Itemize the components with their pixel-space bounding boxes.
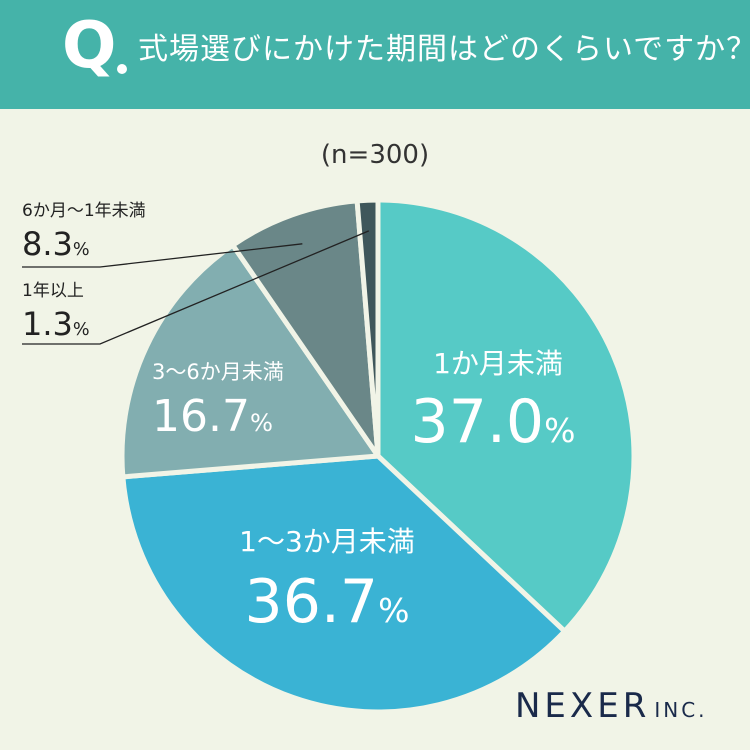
label-slice-3: 6か月〜1年未満 8.3% xyxy=(22,201,146,263)
q-mark: Q xyxy=(62,9,117,83)
label-category-0: 1か月未満 xyxy=(433,347,563,380)
label-value-1: 36.7 xyxy=(244,567,379,637)
pie-slice-0 xyxy=(375,197,637,634)
label-slice-1: 1〜3か月未満 36.7% xyxy=(222,525,432,633)
logo-name: NEXER xyxy=(515,686,651,726)
label-unit-0: % xyxy=(544,411,576,450)
sample-size: (n=300) xyxy=(320,140,430,170)
label-slice-0: 1か月未満 37.0% xyxy=(411,347,578,453)
label-unit-1: % xyxy=(378,591,410,630)
question-text: 式場選びにかけた期間はどのくらいですか？ xyxy=(138,32,750,67)
pie-slice-1 xyxy=(120,453,568,715)
label-unit-3: % xyxy=(72,240,90,260)
label-value-0: 37.0 xyxy=(410,387,545,457)
label-value-4: 1.3 xyxy=(22,305,73,343)
label-category-2: 3〜6か月未満 xyxy=(152,360,284,384)
label-unit-4: % xyxy=(72,320,90,340)
label-category-1: 1〜3か月未満 xyxy=(239,525,415,558)
pie-slice-4 xyxy=(354,197,381,459)
label-category-4: 1年以上 xyxy=(22,281,84,301)
leader-line-3 xyxy=(22,243,303,268)
nexer-logo: NEXER INC. xyxy=(515,686,708,726)
pie-slice-2 xyxy=(119,242,381,480)
label-slice-2: 3〜6か月未満 16.7% xyxy=(152,362,284,439)
logo-suffix: INC. xyxy=(654,698,708,722)
leader-line-4 xyxy=(22,230,370,345)
question-header: Q 式場選びにかけた期間はどのくらいですか？ xyxy=(0,0,750,109)
label-slice-4: 1年以上 1.3% xyxy=(22,281,90,343)
label-unit-2: % xyxy=(249,409,273,437)
label-value-2: 16.7 xyxy=(152,391,250,442)
label-value-3: 8.3 xyxy=(22,225,73,263)
pie-slice-3 xyxy=(230,198,381,459)
label-category-3: 6か月〜1年未満 xyxy=(22,201,146,221)
q-dot xyxy=(117,64,127,74)
